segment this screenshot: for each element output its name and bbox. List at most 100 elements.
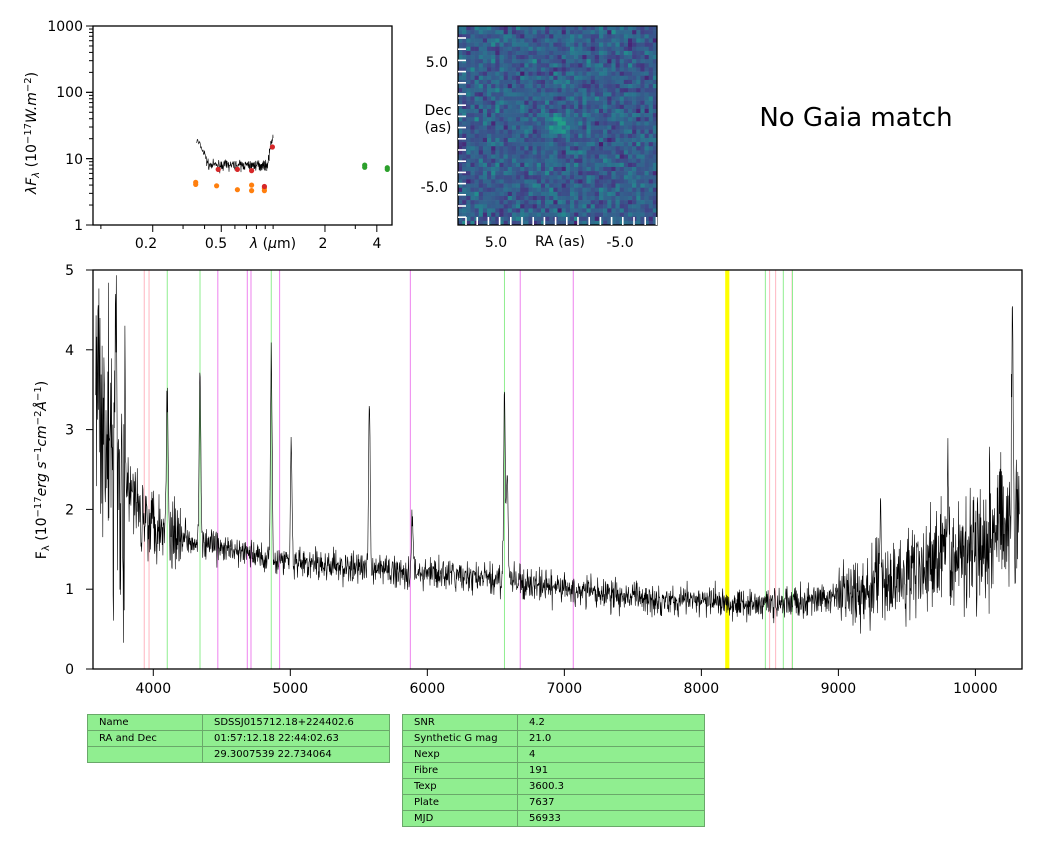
image-pixel <box>623 63 629 68</box>
image-pixel <box>636 125 641 130</box>
image-pixel <box>499 104 504 110</box>
image-pixel <box>507 38 513 43</box>
image-pixel <box>648 26 654 31</box>
image-pixel <box>623 200 629 205</box>
image-pixel <box>516 150 521 155</box>
image-pixel <box>565 96 571 101</box>
image-pixel <box>603 212 608 218</box>
image-pixel <box>462 208 467 213</box>
image-pixel <box>528 79 533 85</box>
image-pixel <box>536 125 542 130</box>
image-pixel <box>536 117 542 122</box>
image-pixel <box>536 166 542 172</box>
image-pixel <box>466 125 471 130</box>
image-pixel <box>536 200 542 205</box>
image-pixel <box>474 59 480 64</box>
image-pixel <box>557 195 562 201</box>
table-row: Texp 3600.3 <box>402 778 705 795</box>
image-pixel <box>557 84 562 89</box>
image-pixel <box>611 34 616 39</box>
image-pixel <box>582 100 587 106</box>
image-pixel <box>648 179 654 184</box>
image-pixel <box>474 137 480 143</box>
image-pixel <box>470 100 475 106</box>
image-pixel <box>528 162 533 168</box>
image-pixel <box>545 137 550 143</box>
image-pixel <box>511 154 517 159</box>
image-pixel <box>619 171 625 176</box>
image-pixel <box>578 200 583 205</box>
image-pixel <box>598 100 604 106</box>
image-pixel <box>648 108 654 114</box>
image-pixel <box>503 142 509 147</box>
image-pixel <box>590 67 596 72</box>
image-pixel <box>565 26 571 31</box>
image-pixel <box>487 125 492 130</box>
image-pixel <box>561 216 567 222</box>
image-pixel <box>632 55 637 60</box>
image-pixel <box>648 50 654 56</box>
image-pixel <box>640 108 645 114</box>
image-pixel <box>582 108 587 114</box>
image-pixel <box>569 200 575 205</box>
image-pixel <box>466 191 471 197</box>
image-pixel <box>636 104 641 110</box>
image-pixel <box>470 59 475 64</box>
image-pixel <box>644 113 650 118</box>
image-pixel <box>557 92 562 97</box>
image-pixel <box>603 146 608 151</box>
image-pixel <box>549 175 554 180</box>
image-pixel <box>553 55 558 60</box>
image-pixel <box>648 84 654 89</box>
image-pixel <box>520 166 525 172</box>
image-pixel <box>594 121 600 126</box>
table-cell: SNR <box>402 714 518 731</box>
image-pixel <box>569 195 575 201</box>
image-pixel <box>507 125 513 130</box>
image-pixel <box>611 162 616 168</box>
image-pixel <box>569 100 575 106</box>
image-pixel <box>553 154 558 159</box>
image-pixel <box>557 125 562 130</box>
image-pixel <box>632 187 637 193</box>
image-pixel <box>553 191 558 197</box>
image-pixel <box>532 150 538 155</box>
image-pixel <box>520 46 525 52</box>
image-pixel <box>565 158 571 164</box>
image-pixel <box>487 113 492 118</box>
image-pixel <box>511 137 517 143</box>
image-pixel <box>528 195 533 201</box>
image-pixel <box>623 84 629 89</box>
image-pixel <box>594 71 600 77</box>
image-pixel <box>503 200 509 205</box>
image-pixel <box>619 121 625 126</box>
image-pixel <box>545 183 550 188</box>
image-pixel <box>507 46 513 52</box>
image-pixel <box>499 137 504 143</box>
image-pixel <box>536 42 542 48</box>
image-pixel <box>540 150 546 155</box>
image-pixel <box>586 133 591 139</box>
image-pixel <box>607 212 612 218</box>
sed-ytick-label: 100 <box>56 85 83 101</box>
image-pixel <box>491 79 496 85</box>
image-pixel <box>619 26 625 31</box>
image-pixel <box>458 75 463 81</box>
image-pixel <box>632 79 637 85</box>
image-pixel <box>586 150 591 155</box>
image-pixel <box>619 88 625 93</box>
image-pixel <box>553 100 558 106</box>
image-pixel <box>474 113 480 118</box>
image-pixel <box>507 191 513 197</box>
image-pixel <box>574 175 579 180</box>
image-pixel <box>532 67 538 72</box>
image-pixel <box>594 59 600 64</box>
sed-photometry-point <box>234 187 240 193</box>
image-pixel <box>549 34 554 39</box>
image-pixel <box>619 113 625 118</box>
image-pixel <box>652 137 658 143</box>
image-pixel <box>536 104 542 110</box>
image-pixel <box>540 71 546 77</box>
image-pixel <box>648 142 654 147</box>
image-pixel <box>561 204 567 209</box>
